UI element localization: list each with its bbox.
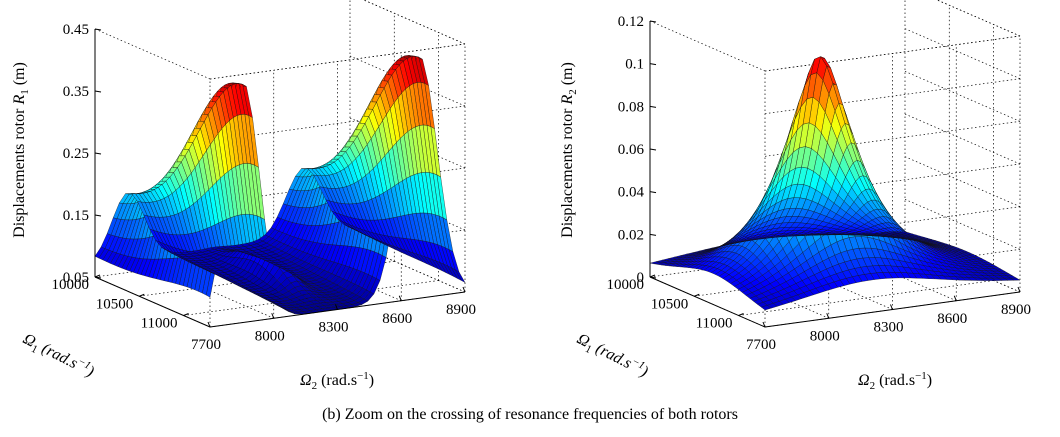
grid-line: [936, 0, 1021, 37]
z-tick-label: 0.35: [63, 84, 89, 100]
omega2-tick-label: 7700: [191, 337, 221, 353]
surface-plot-svg: 0.05 0.15 0.25 0.35 0.45 10000 10500 11000 7700 8…: [11, 0, 477, 392]
z-tick-label: 0.02: [618, 227, 644, 243]
grid-line: [649, 20, 766, 72]
omega2-tick-mark: [762, 321, 766, 328]
z-tick-label: 0.08: [618, 99, 644, 115]
z-tick-mark: [649, 105, 657, 108]
omega1-axis-line: [649, 276, 766, 328]
chart-left-r1: 0.05 0.15 0.25 0.35 0.45 10000 10500 11000 7700 8…: [0, 0, 520, 400]
z-tick-mark: [94, 152, 102, 155]
z-tick-label: 0: [637, 270, 645, 286]
omega2-tick-mark: [335, 304, 338, 310]
omega2-axis-label: Ω2 (rad.s−1): [300, 370, 374, 392]
omega2-tick-label: 8900: [446, 302, 476, 318]
omega2-tick-label: 8300: [874, 320, 904, 336]
omega2-tick-label: 8600: [382, 311, 412, 327]
grid-line: [764, 35, 1021, 72]
grid-line: [209, 43, 466, 80]
omega1-tick-mark: [139, 293, 145, 297]
chart-right-r2: 0 0.02 0.04 0.06 0.08 0.1 0.12 10000 10500 11000 7…: [540, 0, 1060, 400]
surface-mesh: [649, 56, 1021, 311]
omega2-tick-label: 8900: [1001, 302, 1031, 318]
grid-line: [209, 105, 466, 142]
omega1-tick-mark: [694, 293, 700, 297]
z-tick-label: 0.1: [625, 57, 644, 73]
omega1-tick-mark: [94, 274, 101, 278]
omega1-tick-label: 10000: [607, 277, 645, 293]
omega1-axis-label: Ω1 (rad.s−1): [573, 329, 652, 384]
grid-line: [349, 55, 466, 107]
z-tick-label: 0.05: [63, 270, 89, 286]
grid-line: [904, 199, 1021, 250]
z-tick-mark: [649, 191, 657, 194]
omega1-tick-mark: [738, 313, 744, 316]
omega2-tick-mark: [826, 313, 830, 319]
figure-caption: (b) Zoom on the crossing of resonance fr…: [322, 406, 738, 423]
grid-line: [94, 28, 211, 80]
grid-line: [904, 156, 1021, 207]
z-axis-label: Displacements rotor R1 (m): [11, 62, 31, 238]
surface-patch: [94, 246, 106, 259]
z-tick-label: 0.15: [63, 208, 89, 224]
z-tick-mark: [649, 20, 657, 23]
omega2-tick-label: 8000: [255, 328, 285, 344]
z-tick-label: 0.45: [63, 22, 89, 38]
z-tick-mark: [94, 214, 102, 217]
omega1-axis-line: [94, 276, 211, 328]
omega1-axis-label: Ω1 (rad.s−1): [19, 329, 98, 384]
z-tick-mark: [94, 90, 102, 93]
omega1-tick-mark: [649, 274, 656, 278]
grid-line: [904, 71, 1021, 122]
omega1-tick-label: 10500: [96, 296, 134, 312]
surface-plot-svg: 0 0.02 0.04 0.06 0.08 0.1 0.12 10000 10500 11000 7…: [559, 0, 1032, 392]
omega2-tick-mark: [1017, 286, 1021, 293]
grid-line: [936, 0, 1021, 37]
axes: 0.05 0.15 0.25 0.35 0.45 10000 10500 11000 7700 8…: [52, 22, 477, 353]
omega2-tick-label: 7700: [746, 337, 776, 353]
axes: 0 0.02 0.04 0.06 0.08 0.1 0.12 10000 10500 11000 7…: [607, 14, 1032, 353]
omega2-axis-label: Ω2 (rad.s−1): [858, 370, 932, 392]
omega2-tick-label: 8600: [937, 311, 967, 327]
grid-line: [904, 28, 1021, 79]
z-tick-label: 0.06: [618, 142, 645, 158]
z-tick-mark: [94, 276, 102, 279]
surface-mesh: [94, 55, 466, 315]
z-tick-mark: [649, 276, 657, 279]
z-axis-label: Displacements rotor R2 (m): [559, 62, 579, 238]
omega2-tick-mark: [890, 304, 893, 310]
z-tick-label: 0.25: [63, 146, 89, 162]
z-tick-mark: [649, 233, 657, 236]
omega2-tick-mark: [207, 321, 211, 328]
omega2-tick-mark: [462, 286, 466, 293]
grid-line: [362, 0, 466, 45]
omega1-tick-mark: [183, 313, 189, 316]
omega2-tick-label: 8000: [810, 328, 840, 344]
grid-line: [362, 0, 466, 45]
omega2-tick-mark: [271, 313, 275, 319]
z-tick-label: 0.12: [618, 14, 644, 30]
omega1-tick-label: 11000: [141, 316, 178, 332]
omega2-tick-mark: [398, 295, 402, 301]
grid-line: [764, 120, 1021, 157]
z-tick-mark: [649, 63, 657, 66]
grid-line: [904, 113, 1021, 165]
z-tick-mark: [94, 28, 102, 31]
omega1-tick-label: 10500: [651, 296, 689, 312]
omega2-tick-mark: [953, 295, 957, 301]
omega1-tick-label: 11000: [696, 316, 733, 332]
z-tick-mark: [649, 148, 657, 151]
z-tick-label: 0.04: [618, 185, 645, 201]
surface-patch: [649, 261, 660, 264]
grid-line: [738, 280, 994, 316]
omega1-tick-label: 10000: [52, 277, 90, 293]
omega2-tick-label: 8300: [319, 320, 349, 336]
